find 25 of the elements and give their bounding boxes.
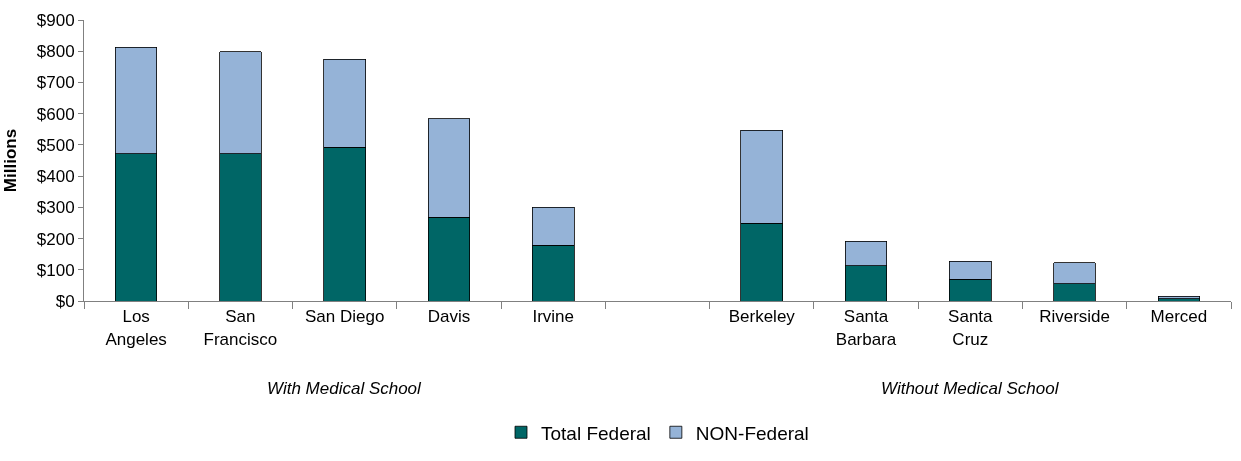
x-tick-label: Riverside (1039, 307, 1111, 327)
y-tick-label: $300 (36, 198, 75, 218)
x-tick-label: Santa Barbara (835, 307, 897, 349)
x-tick-label: Davis (427, 307, 471, 327)
legend-label: Total Federal (541, 422, 651, 444)
text: Without Medical School (881, 379, 1060, 398)
y-tick-label: $0 (55, 291, 75, 311)
y-axis-title: Millions (1, 128, 21, 193)
x-tick-label: Irvine (532, 307, 575, 327)
y-tick-label: $700 (36, 73, 75, 93)
y-tick-label: $600 (36, 104, 75, 124)
y-tick-label: $900 (36, 10, 75, 30)
y-tick-label: $200 (36, 229, 75, 249)
text: With Medical School (267, 379, 423, 398)
x-tick-label: Berkeley (728, 307, 796, 327)
y-tick-label: $800 (36, 42, 75, 62)
x-tick-label: San Diego (304, 307, 385, 327)
y-tick-label: $500 (36, 135, 75, 155)
y-tick-label: $100 (36, 260, 75, 280)
x-tick-label: Merced (1150, 307, 1208, 327)
x-tick-label: Los Angeles (105, 307, 167, 349)
legend-label: NON-Federal (695, 422, 809, 444)
x-tick-label: Santa Cruz (948, 307, 994, 349)
y-tick-label: $400 (36, 167, 75, 187)
x-tick-label: San Francisco (203, 307, 278, 349)
